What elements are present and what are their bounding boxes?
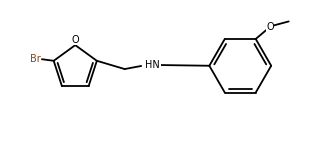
Text: O: O	[71, 35, 79, 45]
Text: O: O	[266, 22, 274, 32]
Text: HN: HN	[145, 60, 160, 70]
Text: Br: Br	[30, 54, 41, 64]
